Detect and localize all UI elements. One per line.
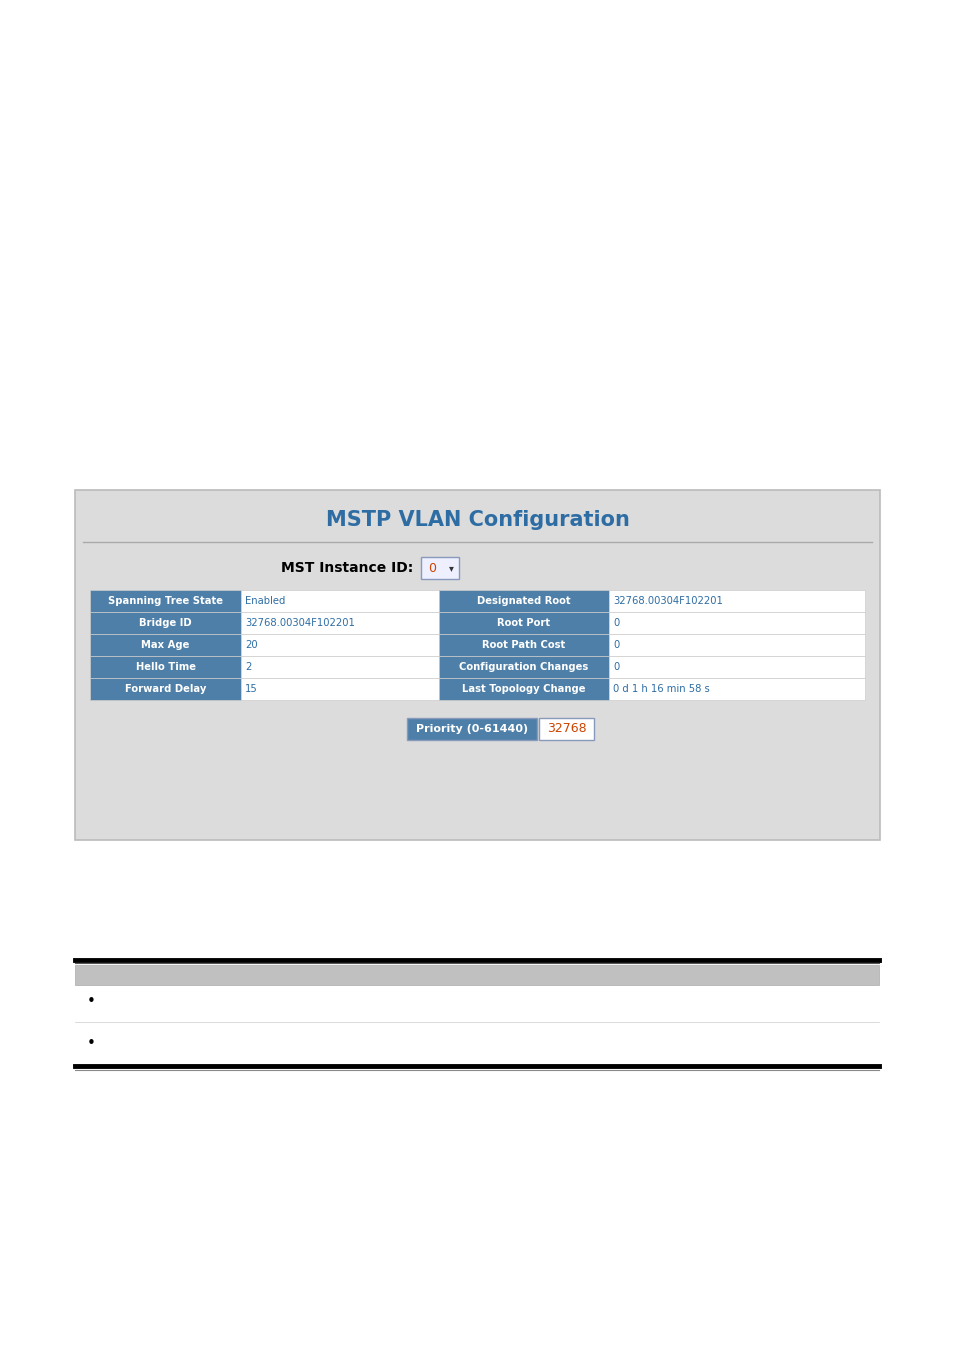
Text: Spanning Tree State: Spanning Tree State xyxy=(108,595,223,606)
FancyBboxPatch shape xyxy=(438,634,609,656)
FancyBboxPatch shape xyxy=(609,656,864,678)
FancyBboxPatch shape xyxy=(438,678,609,701)
Text: 0: 0 xyxy=(613,662,618,672)
Text: Priority (0-61440): Priority (0-61440) xyxy=(416,724,528,734)
FancyBboxPatch shape xyxy=(609,612,864,634)
Text: Designated Root: Designated Root xyxy=(476,595,570,606)
FancyBboxPatch shape xyxy=(241,634,438,656)
FancyBboxPatch shape xyxy=(438,612,609,634)
Text: 0: 0 xyxy=(613,618,618,628)
Text: ▾: ▾ xyxy=(448,563,453,572)
Text: 15: 15 xyxy=(245,684,257,694)
Text: 0: 0 xyxy=(428,562,436,575)
Text: •: • xyxy=(87,1037,95,1052)
Text: Enabled: Enabled xyxy=(245,595,285,606)
Text: MSTP VLAN Configuration: MSTP VLAN Configuration xyxy=(325,510,629,531)
Text: Hello Time: Hello Time xyxy=(135,662,195,672)
FancyBboxPatch shape xyxy=(241,656,438,678)
FancyBboxPatch shape xyxy=(75,490,879,840)
FancyBboxPatch shape xyxy=(90,678,241,701)
Text: Forward Delay: Forward Delay xyxy=(125,684,206,694)
FancyBboxPatch shape xyxy=(90,656,241,678)
Text: Max Age: Max Age xyxy=(141,640,190,649)
Text: Configuration Changes: Configuration Changes xyxy=(459,662,588,672)
FancyBboxPatch shape xyxy=(438,590,609,612)
Text: Root Port: Root Port xyxy=(497,618,550,628)
FancyBboxPatch shape xyxy=(90,612,241,634)
Text: 32768.00304F102201: 32768.00304F102201 xyxy=(613,595,722,606)
FancyBboxPatch shape xyxy=(407,718,537,740)
FancyBboxPatch shape xyxy=(75,965,878,986)
FancyBboxPatch shape xyxy=(438,656,609,678)
FancyBboxPatch shape xyxy=(90,590,241,612)
Text: Last Topology Change: Last Topology Change xyxy=(462,684,585,694)
FancyBboxPatch shape xyxy=(539,718,594,740)
Text: 0 d 1 h 16 min 58 s: 0 d 1 h 16 min 58 s xyxy=(613,684,709,694)
FancyBboxPatch shape xyxy=(420,558,458,579)
Text: 32768.00304F102201: 32768.00304F102201 xyxy=(245,618,355,628)
Text: 32768: 32768 xyxy=(547,722,586,736)
Text: 0: 0 xyxy=(613,640,618,649)
FancyBboxPatch shape xyxy=(609,590,864,612)
Text: 2: 2 xyxy=(245,662,252,672)
Text: Bridge ID: Bridge ID xyxy=(139,618,192,628)
FancyBboxPatch shape xyxy=(241,678,438,701)
Text: •: • xyxy=(87,995,95,1010)
FancyBboxPatch shape xyxy=(609,634,864,656)
FancyBboxPatch shape xyxy=(241,590,438,612)
Text: Root Path Cost: Root Path Cost xyxy=(482,640,565,649)
FancyBboxPatch shape xyxy=(241,612,438,634)
Text: MST Instance ID:: MST Instance ID: xyxy=(280,562,413,575)
FancyBboxPatch shape xyxy=(90,634,241,656)
Text: 20: 20 xyxy=(245,640,257,649)
FancyBboxPatch shape xyxy=(609,678,864,701)
